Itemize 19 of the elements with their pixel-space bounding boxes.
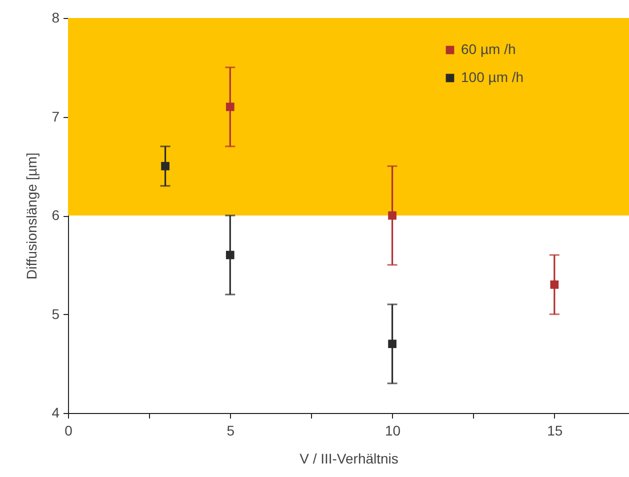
x-tick-label: 10 <box>384 422 401 438</box>
y-axis-title: Diffusionslänge [µm] <box>24 152 40 280</box>
x-tick-label: 0 <box>64 422 73 438</box>
y-tick-label: 5 <box>52 306 60 322</box>
point <box>161 162 170 170</box>
point <box>226 250 234 260</box>
y-tick-label: 6 <box>52 207 60 223</box>
x-tick-label: 5 <box>226 422 235 438</box>
x-tick-label: 15 <box>547 422 563 438</box>
x-axis-title: V / III-Verhältnis <box>300 450 398 466</box>
y-tick-label: 7 <box>52 108 60 124</box>
legend-label: 100 µm /h <box>461 69 524 85</box>
point <box>550 280 559 289</box>
legend-label: 60 µm /h <box>461 41 516 57</box>
point <box>226 102 234 112</box>
point <box>388 211 396 220</box>
y-tick-label: 8 <box>52 10 60 26</box>
point <box>388 340 396 348</box>
y-tick-label: 4 <box>52 404 60 420</box>
